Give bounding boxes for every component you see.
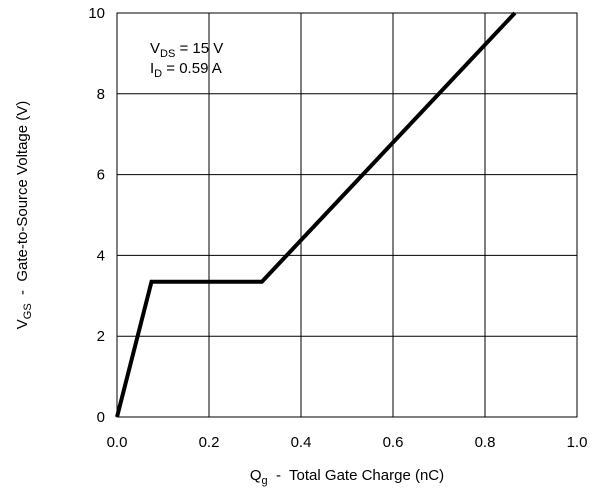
x-tick-label-5: 1.0	[567, 434, 588, 451]
x-tick-label-2: 0.4	[291, 434, 312, 451]
annotation-vds-rest: = 15 V	[175, 40, 223, 57]
plot-frame	[116, 12, 578, 418]
y-tick-label-5: 10	[88, 5, 105, 22]
x-tick-labels: 0.0 0.2 0.4 0.6 0.8 1.0	[107, 434, 588, 451]
y-axis-label: VGS - Gate-to-Source Voltage (V)	[14, 101, 34, 330]
annotation-id: ID = 0.59 A	[150, 60, 222, 80]
annotation-vds-sub: DS	[160, 48, 175, 60]
y-tick-label-2: 4	[97, 247, 105, 264]
x-tick-label-4: 0.8	[475, 434, 496, 451]
annotation-id-main: I	[150, 60, 154, 77]
y-tick-label-4: 8	[97, 86, 105, 103]
x-tick-label-0: 0.0	[107, 434, 128, 451]
x-tick-label-3: 0.6	[383, 434, 404, 451]
x-axis-label-sub: g	[262, 475, 268, 487]
annotation-vds-main: V	[150, 40, 160, 57]
x-axis-label: Qg - Total Gate Charge (nC)	[250, 467, 444, 487]
y-axis-label-main: V	[14, 319, 31, 329]
annotation-id-sub: D	[154, 68, 162, 80]
x-axis-label-rest: - Total Gate Charge (nC)	[268, 467, 444, 484]
series-layer	[115, 11, 517, 418]
y-tick-label-1: 2	[97, 328, 105, 345]
y-axis-label-rest: - Gate-to-Source Voltage (V)	[14, 101, 31, 304]
x-axis-label-main: Q	[250, 467, 262, 484]
x-tick-label-1: 0.2	[199, 434, 220, 451]
annotation-id-rest: = 0.59 A	[162, 60, 222, 77]
y-tick-labels: 0 2 4 6 8 10	[88, 5, 105, 426]
annotation-vds: VDS = 15 V	[150, 40, 223, 60]
series-line-0	[115, 11, 517, 418]
y-tick-label-0: 0	[97, 409, 105, 426]
y-axis-label-sub: GS	[22, 303, 34, 319]
y-tick-label-3: 6	[97, 167, 105, 184]
